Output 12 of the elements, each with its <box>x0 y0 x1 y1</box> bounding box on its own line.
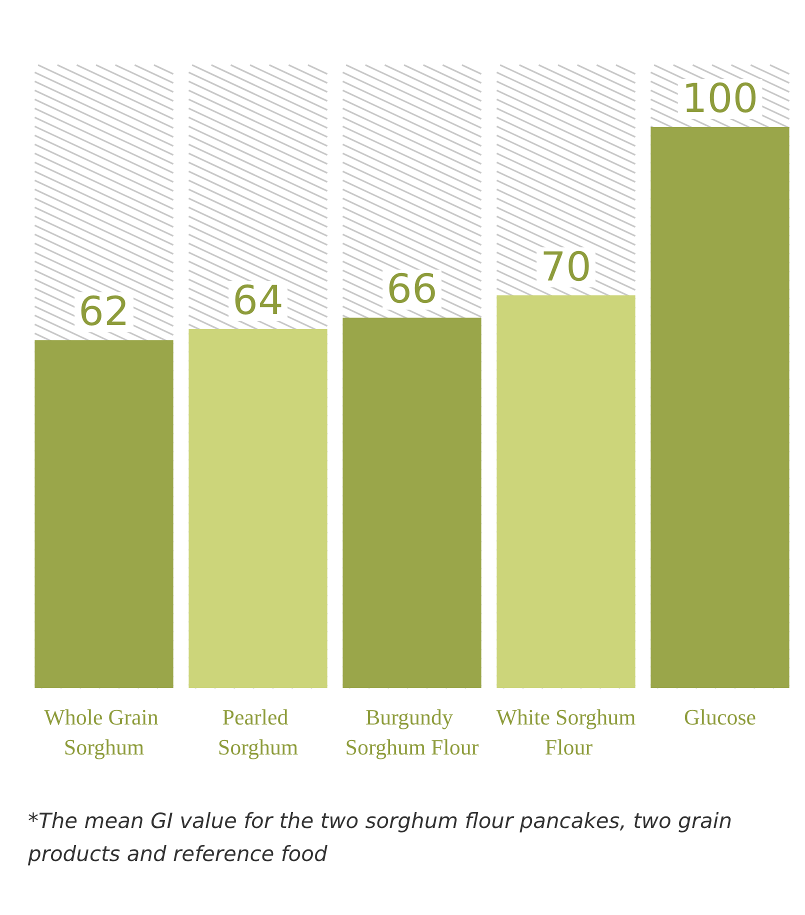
bar <box>188 328 328 688</box>
x-tick-label: White Sorghum Flour <box>496 704 636 760</box>
bar <box>650 127 790 688</box>
x-tick-label: Whole Grain Sorghum <box>44 704 164 760</box>
bar <box>496 295 636 688</box>
data-label: 100 <box>682 76 758 122</box>
bar <box>34 340 174 688</box>
x-tick-label: Glucose <box>684 704 756 730</box>
bar <box>342 318 482 688</box>
text: *The mean GI value for the two sorghum flour pancakes, two grain products and reference food <box>28 808 734 868</box>
x-tick-label: Pearled Sorghum <box>218 704 298 760</box>
x-tick-label: Burgundy Sorghum Flour <box>345 704 480 760</box>
